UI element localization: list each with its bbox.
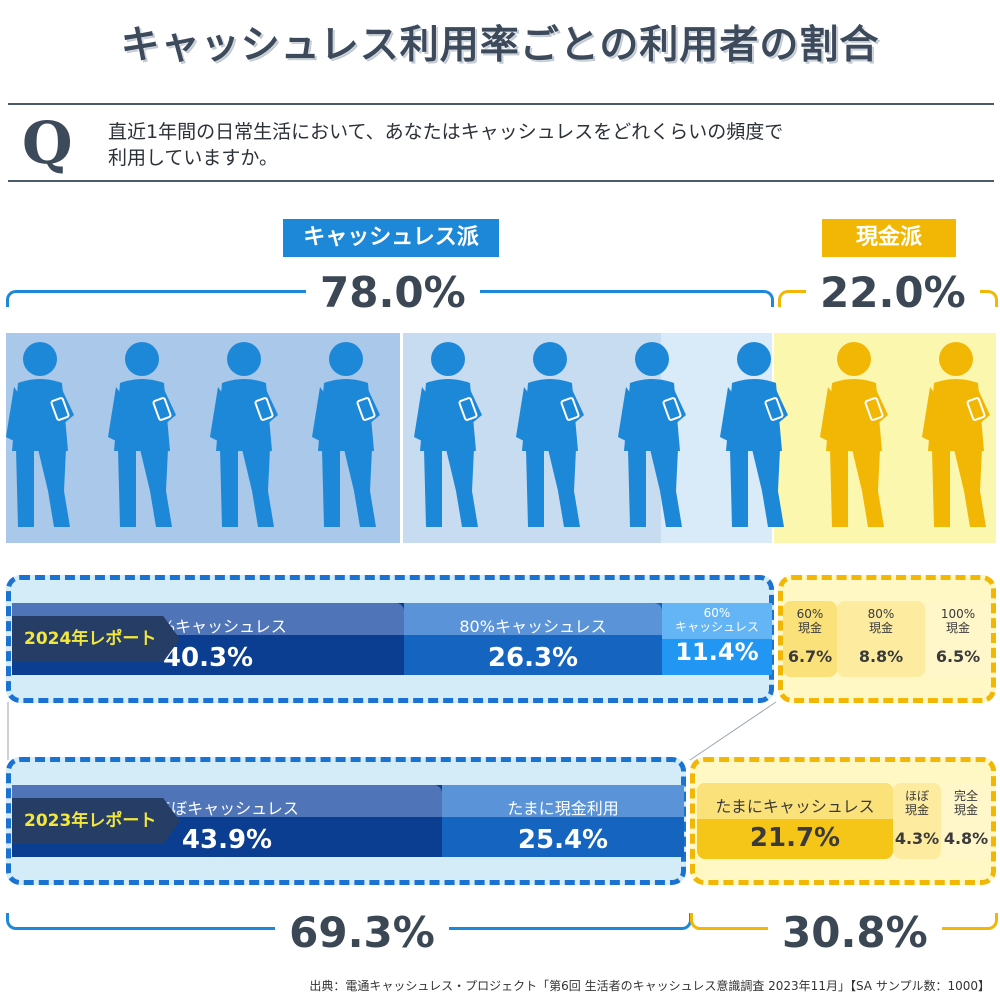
cashless-2023-total: 69.3% — [272, 908, 452, 957]
bar-2023-cash: たまにキャッシュレス 21.7% ほぼ 現金 4.3% 完全 現金 4.8% — [697, 783, 991, 859]
report-tag-2024: 2024年レポート — [12, 616, 180, 662]
segment-value: 21.7% — [749, 823, 841, 853]
cash-2024-total-value: 22.0% — [806, 268, 980, 317]
segment-label: 100% 現金 — [925, 607, 991, 635]
person-with-smartphone-icon — [210, 342, 278, 527]
person-with-smartphone-icon — [922, 342, 990, 527]
person-with-smartphone-icon — [414, 342, 482, 527]
bar-2024-cash: 60% 現金 6.7% 80% 現金 8.8% 100% 現金 6.5% — [783, 601, 991, 677]
segment-label-line-1: 100% — [940, 607, 976, 621]
cash-2023-total: 30.8% — [768, 908, 942, 957]
segment-label: 60% 現金 — [783, 607, 837, 635]
segment-value: 11.4% — [675, 638, 759, 666]
question-top-rule — [8, 103, 994, 105]
person-with-smartphone-icon — [820, 342, 888, 527]
page-title: キャッシュレス利用率ごとの利用者の割合 — [120, 23, 880, 68]
segment-label: たまに現金利用 — [507, 799, 619, 818]
bar-2024-segment-80-cashless: 80%キャッシュレス 26.3% — [404, 603, 662, 675]
bar-2023-segment-sometimes-cash: たまに現金利用 25.4% — [442, 785, 684, 857]
segment-value: 4.3% — [894, 829, 940, 848]
bar-2023-segment-all-cash: 完全 現金 4.8% — [941, 783, 991, 859]
segment-value: 4.8% — [943, 829, 989, 848]
segment-label-line-1: 60% — [796, 607, 824, 621]
segment-label-line-2: 現金 — [868, 621, 893, 635]
bar-2024: 100%キャッシュレス 40.3% 80%キャッシュレス 26.3% 60% キ… — [12, 603, 772, 675]
bar-2024-segment-60-cashless: 60% キャッシュレス 11.4% — [662, 603, 772, 675]
segment-label: ほぼキャッシュレス — [155, 799, 299, 818]
segment-label-line-2: 現金 — [945, 621, 970, 635]
segment-label: たまにキャッシュレス — [715, 797, 875, 816]
cashless-2024-total-value: 78.0% — [306, 268, 480, 317]
segment-value: 40.3% — [162, 643, 254, 673]
bar-2023-segment-mostly-cash: ほぼ 現金 4.3% — [893, 783, 941, 859]
segment-label-line-2: キャッシュレス — [675, 620, 759, 634]
segment-label-line-1: 完全 — [953, 789, 978, 803]
bar-2023-segment-sometimes-cashless: たまにキャッシュレス 21.7% — [697, 783, 893, 859]
segment-label-line-1: 60% — [703, 606, 731, 620]
cash-2023-total-value: 30.8% — [768, 908, 942, 957]
cash-2024-total: 22.0% — [806, 268, 980, 317]
bar-2024-segment-80-cash: 80% 現金 8.8% — [837, 601, 925, 677]
segment-label-line-2: 現金 — [904, 803, 929, 817]
person-with-smartphone-icon — [6, 342, 74, 527]
person-with-smartphone-icon — [312, 342, 380, 527]
question-bottom-rule — [8, 180, 994, 182]
cash-group-tag: 現金派 — [822, 219, 956, 257]
person-with-smartphone-icon — [720, 342, 788, 527]
bar-2023: ほぼキャッシュレス 43.9% たまに現金利用 25.4% 2023年レポート — [12, 785, 684, 857]
segment-value: 26.3% — [487, 643, 579, 673]
person-with-smartphone-icon — [516, 342, 584, 527]
segment-value: 43.9% — [181, 825, 273, 855]
question-line-2: 利用していますか。 — [108, 147, 279, 169]
year-connector-lines — [7, 701, 777, 761]
segment-value: 6.5% — [935, 647, 981, 666]
segment-label-line-1: ほぼ — [904, 789, 929, 803]
segment-label-line-2: 現金 — [953, 803, 978, 817]
question-text: 直近1年間の日常生活において、あなたはキャッシュレスをどれくらいの頻度で 利用し… — [108, 119, 968, 171]
person-with-smartphone-icon — [618, 342, 686, 527]
segment-label: 60% キャッシュレス — [662, 606, 772, 634]
segment-label-line-1: 80% — [867, 607, 895, 621]
question-mark: Q — [22, 109, 73, 177]
segment-value: 25.4% — [517, 825, 609, 855]
segment-label: 完全 現金 — [941, 789, 991, 817]
person-with-smartphone-icon — [108, 342, 176, 527]
source-note: 出典：電通キャッシュレス・プロジェクト「第6回 生活者のキャッシュレス意識調査 … — [309, 979, 990, 993]
segment-label: 80%キャッシュレス — [459, 617, 607, 636]
bar-2024-segment-60-cash: 60% 現金 6.7% — [783, 601, 837, 677]
cashless-2023-total-value: 69.3% — [275, 908, 449, 957]
cashless-2024-total: 78.0% — [306, 268, 480, 317]
question-line-1: 直近1年間の日常生活において、あなたはキャッシュレスをどれくらいの頻度で — [108, 121, 784, 143]
bar-2024-segment-100-cash: 100% 現金 6.5% — [925, 601, 991, 677]
segment-label: ほぼ 現金 — [893, 789, 941, 817]
segment-value: 6.7% — [787, 647, 833, 666]
cashless-group-tag: キャッシュレス派 — [283, 219, 499, 257]
report-tag-2023: 2023年レポート — [12, 798, 180, 844]
segment-label: 80% 現金 — [837, 607, 925, 635]
segment-label-line-2: 現金 — [797, 621, 822, 635]
segment-value: 8.8% — [858, 647, 904, 666]
people-row — [0, 333, 1000, 543]
